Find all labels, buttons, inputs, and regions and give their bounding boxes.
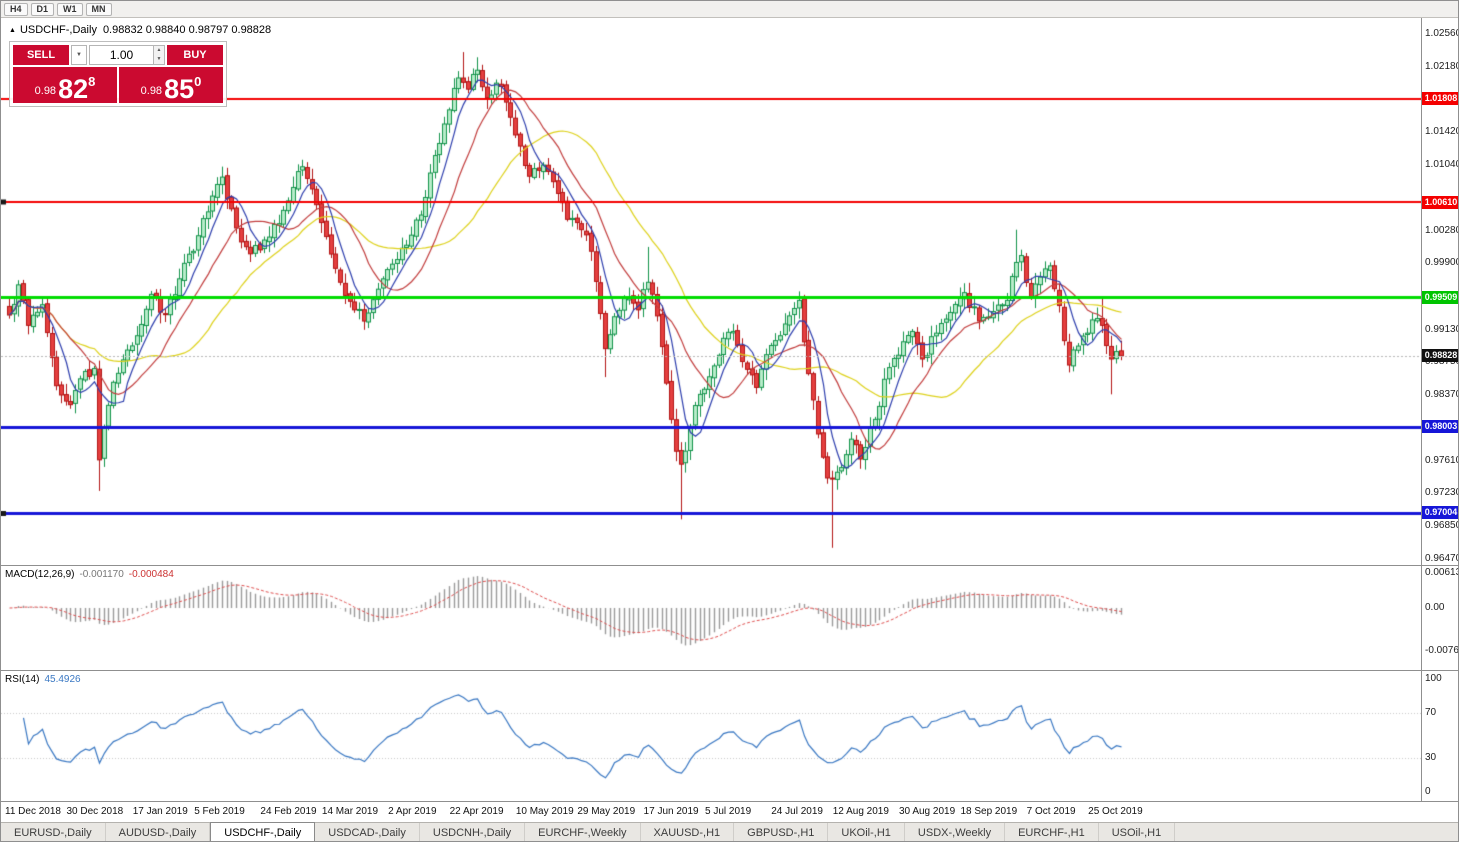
date-axis[interactable]: 11 Dec 2018 30 Dec 2018 17 Jan 2019 5 Feb 2… bbox=[1, 801, 1458, 822]
sell-quote-box[interactable]: 0.98 82 8 bbox=[13, 67, 117, 103]
date-axis-label: 17 Jun 2019 bbox=[643, 806, 699, 817]
price-axis-tick: 0.99130 bbox=[1425, 323, 1459, 335]
candlestick-chart-canvas[interactable] bbox=[1, 18, 1421, 801]
price-axis-divider bbox=[1421, 18, 1422, 801]
buy-price-prefix: 0.98 bbox=[140, 85, 163, 97]
macd-indicator-label: MACD(12,26,9) -0.001170 -0.000484 bbox=[5, 569, 174, 580]
date-axis-label: 12 Aug 2019 bbox=[832, 806, 889, 817]
volume-increase-button[interactable]: ▲ bbox=[154, 46, 164, 55]
date-axis-label: 22 Apr 2019 bbox=[449, 806, 504, 817]
date-axis-label: 10 May 2019 bbox=[515, 806, 574, 817]
date-axis-label: 5 Feb 2019 bbox=[194, 806, 245, 817]
current-price-badge: 0.98828 bbox=[1422, 349, 1458, 363]
rsi-indicator-label: RSI(14) 45.4926 bbox=[5, 674, 81, 685]
timeframe-button-d1[interactable]: D1 bbox=[30, 2, 55, 16]
buy-quote-box[interactable]: 0.98 85 0 bbox=[119, 67, 223, 103]
price-axis-tick: 0.98370 bbox=[1425, 389, 1459, 401]
rsi-axis-tick: 30 bbox=[1425, 752, 1437, 764]
date-axis-label: 25 Oct 2019 bbox=[1088, 806, 1143, 817]
timeframe-button-mn[interactable]: MN bbox=[85, 2, 112, 16]
chart-tab-eurusd-daily[interactable]: EURUSD-,Daily bbox=[1, 823, 106, 841]
price-axis[interactable]: 1.02560 1.02180 1.01420 1.01040 1.00280 0.999… bbox=[1422, 18, 1459, 801]
price-axis-tick: 0.96850 bbox=[1425, 520, 1459, 532]
sell-button[interactable]: SELL bbox=[13, 45, 69, 65]
price-axis-tick: 0.97610 bbox=[1425, 454, 1459, 466]
price-axis-tick: 0.97230 bbox=[1425, 487, 1459, 499]
chart-tab-gbpusd-h1[interactable]: GBPUSD-,H1 bbox=[734, 823, 829, 841]
rsi-axis-tick: 100 bbox=[1425, 673, 1442, 684]
date-axis-label: 17 Jan 2019 bbox=[132, 806, 188, 817]
date-axis-label: 24 Feb 2019 bbox=[260, 806, 317, 817]
timeframe-buttons: H4 D1 W1 MN bbox=[4, 2, 115, 16]
chart-tab-usdcnh-daily[interactable]: USDCNH-,Daily bbox=[420, 823, 526, 841]
macd-axis-tick: 0.00 bbox=[1425, 602, 1445, 613]
price-axis-tick: 1.01420 bbox=[1425, 126, 1459, 138]
volume-decrease-button[interactable]: ▼ bbox=[154, 55, 164, 64]
price-axis-tick: 0.99900 bbox=[1425, 257, 1459, 269]
collapse-icon[interactable]: ▲ bbox=[9, 27, 16, 34]
price-line-badge: 0.98003 bbox=[1422, 420, 1458, 434]
volume-input[interactable] bbox=[90, 46, 153, 64]
price-line-badge: 1.00610 bbox=[1422, 195, 1458, 209]
volume-stepper: ▲ ▼ bbox=[153, 46, 164, 64]
volume-field: ▲ ▼ bbox=[89, 45, 165, 65]
chart-tab-eurchf-weekly[interactable]: EURCHF-,Weekly bbox=[525, 823, 641, 841]
chevron-down-icon: ▼ bbox=[76, 52, 82, 58]
chart-tab-eurchf-h1[interactable]: EURCHF-,H1 bbox=[1005, 823, 1099, 841]
chart-ohlc-values: 0.98832 0.98840 0.98797 0.98828 bbox=[102, 24, 272, 36]
price-axis-tick: 1.01040 bbox=[1425, 159, 1459, 171]
chart-panel: ▲ USDCHF-,Daily 0.98832 0.98840 0.98797 0.… bbox=[1, 18, 1459, 801]
chart-title: ▲ USDCHF-,Daily 0.98832 0.98840 0.98797 0.… bbox=[9, 24, 271, 36]
date-axis-label: 14 Mar 2019 bbox=[321, 806, 379, 817]
price-axis-tick: 1.00280 bbox=[1425, 224, 1459, 236]
buy-price-main: 85 bbox=[164, 74, 195, 104]
chart-tab-usdx-weekly[interactable]: USDX-,Weekly bbox=[905, 823, 1006, 841]
macd-main-value: -0.001170 bbox=[79, 569, 124, 580]
date-axis-label: 29 May 2019 bbox=[577, 806, 636, 817]
rsi-name: RSI(14) bbox=[5, 674, 40, 685]
macd-signal-value: -0.000484 bbox=[128, 569, 174, 580]
rsi-axis-tick: 70 bbox=[1425, 706, 1437, 718]
date-axis-label: 18 Sep 2019 bbox=[960, 806, 1018, 817]
date-axis-label: 30 Aug 2019 bbox=[898, 806, 956, 817]
order-type-dropdown[interactable]: ▼ bbox=[71, 45, 87, 65]
sell-price-prefix: 0.98 bbox=[34, 85, 57, 97]
chart-tab-audusd-daily[interactable]: AUDUSD-,Daily bbox=[106, 823, 211, 841]
timeframe-button-w1[interactable]: W1 bbox=[57, 2, 83, 16]
chart-tab-ukoil-h1[interactable]: UKOil-,H1 bbox=[828, 823, 905, 841]
date-axis-label: 11 Dec 2018 bbox=[5, 806, 61, 817]
chart-tab-xauusd-h1[interactable]: XAUUSD-,H1 bbox=[641, 823, 735, 841]
price-line-badge: 1.01808 bbox=[1422, 92, 1458, 106]
one-click-trading-widget: SELL ▼ ▲ ▼ BUY 0.98 82 8 bbox=[9, 41, 227, 107]
sell-price-pip: 8 bbox=[88, 74, 96, 89]
timeframe-button-h4[interactable]: H4 bbox=[4, 2, 28, 16]
buy-price-pip: 0 bbox=[194, 74, 202, 89]
date-axis-label: 7 Oct 2019 bbox=[1026, 806, 1076, 817]
price-axis-tick: 0.96470 bbox=[1425, 553, 1459, 564]
price-line-badge: 0.97004 bbox=[1422, 506, 1458, 520]
rsi-axis-tick: 0 bbox=[1425, 786, 1431, 798]
date-axis-label: 30 Dec 2018 bbox=[66, 806, 124, 817]
chart-tab-usdcad-daily[interactable]: USDCAD-,Daily bbox=[315, 823, 420, 841]
price-line-badge: 0.99509 bbox=[1422, 290, 1458, 304]
price-axis-tick: 1.02180 bbox=[1425, 60, 1459, 72]
date-axis-label: 5 Jul 2019 bbox=[705, 806, 752, 817]
buy-button[interactable]: BUY bbox=[167, 45, 223, 65]
panel-separator bbox=[1, 565, 1458, 566]
chart-tab-usdchf-daily[interactable]: USDCHF-,Daily bbox=[210, 822, 316, 841]
macd-name: MACD(12,26,9) bbox=[5, 569, 75, 580]
chart-tabs-bar: EURUSD-,Daily AUDUSD-,Daily USDCHF-,Daily U… bbox=[1, 822, 1458, 841]
chart-tab-usoil-h1[interactable]: USOil-,H1 bbox=[1099, 823, 1176, 841]
date-axis-label: 2 Apr 2019 bbox=[388, 806, 437, 817]
timeframe-toolbar: H4 D1 W1 MN bbox=[1, 1, 1458, 18]
panel-separator bbox=[1, 670, 1458, 671]
macd-axis-tick: 0.00613 bbox=[1425, 566, 1459, 578]
sell-price-main: 82 bbox=[58, 74, 89, 104]
date-axis-label: 24 Jul 2019 bbox=[771, 806, 823, 817]
rsi-value: 45.4926 bbox=[44, 674, 81, 685]
chart-symbol-label: USDCHF-,Daily bbox=[19, 24, 97, 36]
price-axis-tick: 1.02560 bbox=[1425, 28, 1459, 39]
